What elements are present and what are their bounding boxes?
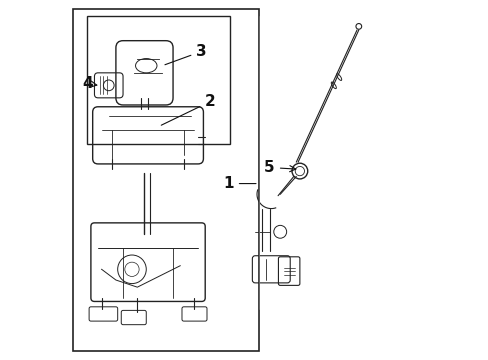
Text: 3: 3 bbox=[164, 44, 206, 65]
Text: 5: 5 bbox=[264, 160, 295, 175]
Bar bbox=[73, 9, 258, 351]
Text: 2: 2 bbox=[161, 94, 216, 125]
Text: 4: 4 bbox=[82, 76, 97, 91]
Text: 1: 1 bbox=[223, 176, 256, 191]
Bar bbox=[87, 16, 230, 144]
